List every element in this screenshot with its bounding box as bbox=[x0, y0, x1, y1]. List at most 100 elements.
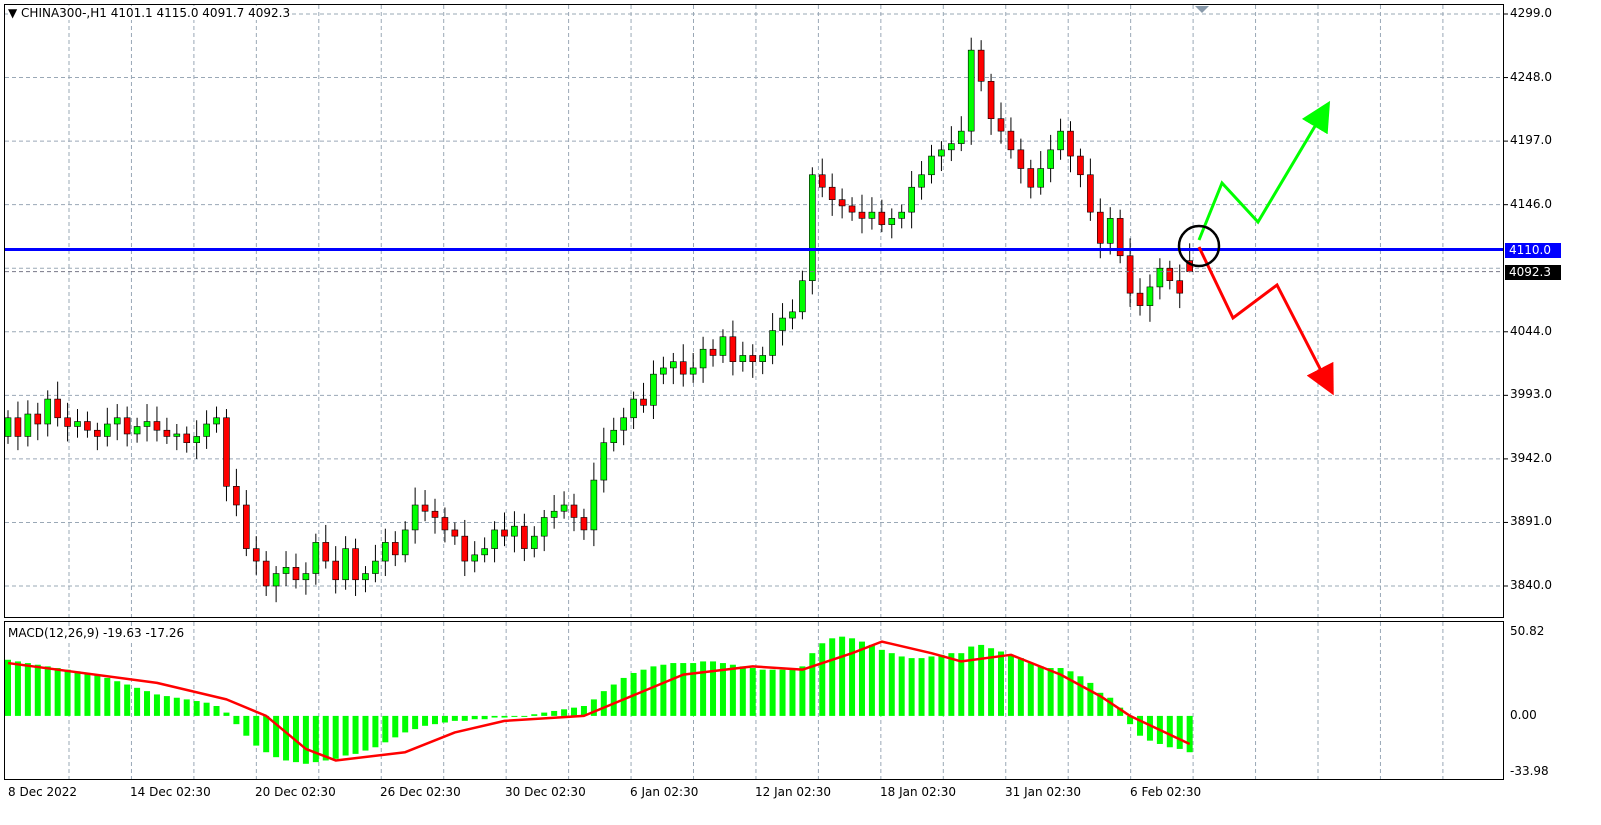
candle bbox=[74, 409, 81, 438]
candle bbox=[560, 491, 568, 519]
candle bbox=[34, 402, 42, 441]
macd-bar bbox=[431, 715, 438, 725]
macd-bar bbox=[590, 699, 597, 716]
candle bbox=[223, 409, 230, 502]
candle bbox=[173, 423, 181, 451]
bullish-scenario-arrow[interactable] bbox=[1197, 100, 1331, 241]
macd-bar bbox=[868, 644, 875, 716]
candle bbox=[1156, 258, 1164, 300]
candle bbox=[1087, 158, 1094, 221]
macd-bar bbox=[829, 638, 836, 716]
macd-bar bbox=[292, 715, 299, 763]
macd-bar bbox=[134, 687, 141, 716]
chart-shift-marker-icon[interactable] bbox=[1195, 6, 1209, 13]
macd-title: MACD(12,26,9) -19.63 -17.26 bbox=[8, 626, 185, 640]
price-tick-label: 4044.0 bbox=[1510, 323, 1552, 338]
macd-bar bbox=[719, 663, 726, 716]
candle bbox=[24, 400, 32, 447]
macd-bar bbox=[551, 710, 558, 716]
macd-bar bbox=[571, 707, 578, 716]
macd-bar bbox=[561, 709, 568, 716]
macd-bar bbox=[749, 668, 756, 716]
time-tick-label: 8 Dec 2022 bbox=[8, 785, 78, 799]
macd-bar bbox=[968, 646, 975, 716]
macd-bar bbox=[471, 715, 478, 720]
macd-bar bbox=[849, 638, 856, 716]
macd-bar bbox=[620, 677, 627, 716]
candle bbox=[123, 406, 131, 447]
candle bbox=[1146, 274, 1154, 322]
candle bbox=[1027, 159, 1035, 199]
main-pane-frame bbox=[4, 4, 1504, 618]
macd-bar bbox=[1057, 668, 1064, 716]
macd-bar bbox=[600, 691, 607, 716]
macd-bar bbox=[412, 715, 419, 730]
candle bbox=[203, 410, 210, 449]
breakout-circle[interactable] bbox=[1177, 224, 1221, 268]
macd-tick-label: -33.98 bbox=[1510, 764, 1549, 778]
candle bbox=[799, 270, 806, 320]
candle bbox=[312, 533, 320, 585]
macd-bar bbox=[908, 658, 915, 716]
macd-bar bbox=[74, 671, 81, 716]
candle bbox=[153, 406, 161, 442]
macd-bar bbox=[928, 656, 935, 716]
candle bbox=[362, 566, 369, 593]
candle bbox=[838, 188, 846, 219]
bearish-scenario-arrow[interactable] bbox=[1197, 246, 1334, 396]
macd-bar bbox=[501, 715, 508, 718]
macd-bar bbox=[809, 653, 816, 716]
macd-bar bbox=[243, 715, 250, 736]
macd-bar bbox=[541, 712, 548, 716]
time-tick-label: 31 Jan 02:30 bbox=[1005, 785, 1081, 799]
candle bbox=[660, 356, 667, 385]
candle bbox=[739, 341, 747, 372]
candle bbox=[957, 116, 965, 152]
candle bbox=[729, 320, 737, 376]
macd-bar bbox=[104, 677, 111, 716]
macd-bar bbox=[1127, 715, 1134, 725]
price-tick-label: 4299.0 bbox=[1510, 6, 1552, 20]
candle bbox=[580, 508, 588, 540]
macd-bar bbox=[660, 664, 667, 716]
candle bbox=[282, 551, 290, 586]
candle bbox=[848, 197, 856, 221]
macd-bar bbox=[14, 661, 21, 716]
candle bbox=[471, 541, 479, 573]
candle bbox=[461, 519, 469, 577]
candle bbox=[769, 313, 776, 365]
macd-bar bbox=[690, 663, 697, 716]
candle bbox=[1176, 264, 1184, 309]
macd-bar bbox=[779, 669, 786, 716]
candle bbox=[689, 352, 697, 383]
candle bbox=[550, 495, 558, 529]
macd-bar bbox=[839, 636, 846, 716]
macd-bar bbox=[580, 705, 587, 716]
candle bbox=[272, 566, 280, 603]
candle bbox=[501, 512, 508, 547]
menu-triangle-icon[interactable]: ▼ bbox=[8, 6, 22, 20]
candle bbox=[809, 167, 816, 295]
candle bbox=[1057, 118, 1064, 160]
macd-bar bbox=[481, 715, 488, 720]
macd-bar bbox=[273, 715, 280, 758]
macd-bar bbox=[64, 669, 71, 716]
macd-bar bbox=[1146, 715, 1153, 741]
candle bbox=[113, 404, 121, 441]
candle bbox=[967, 37, 975, 145]
macd-bar bbox=[392, 715, 399, 738]
macd-bar bbox=[342, 715, 349, 756]
symbol-ohlc: CHINA300-,H1 4101.1 4115.0 4091.7 4092.3 bbox=[21, 6, 291, 20]
candle bbox=[719, 329, 727, 363]
macd-bar bbox=[710, 661, 717, 716]
candle bbox=[928, 144, 935, 184]
candle bbox=[64, 402, 71, 442]
macd-bar bbox=[1077, 676, 1084, 716]
candle bbox=[183, 426, 191, 453]
candle bbox=[441, 507, 449, 543]
candle bbox=[1037, 151, 1045, 195]
time-tick-label: 20 Dec 02:30 bbox=[255, 785, 336, 799]
price-tick-label: 3840.0 bbox=[1510, 578, 1552, 592]
candle bbox=[163, 417, 171, 444]
